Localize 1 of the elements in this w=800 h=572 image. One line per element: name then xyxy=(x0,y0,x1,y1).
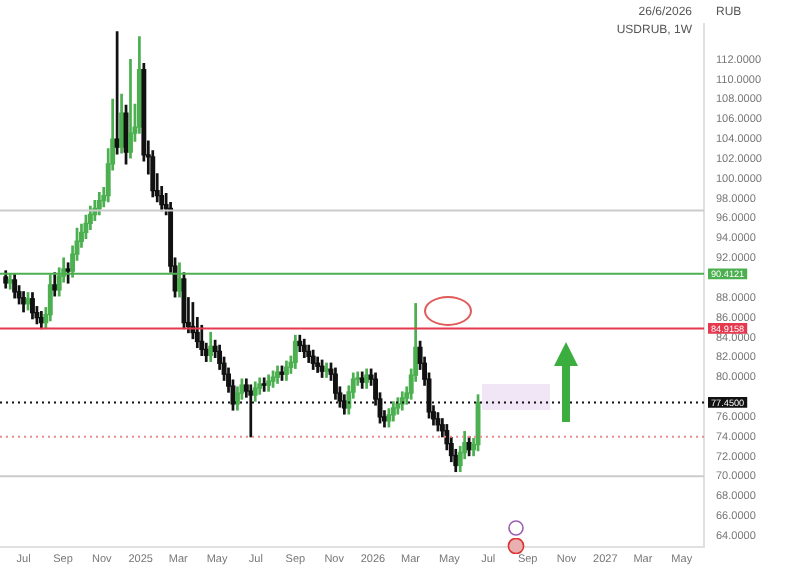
candlestick xyxy=(261,377,267,392)
